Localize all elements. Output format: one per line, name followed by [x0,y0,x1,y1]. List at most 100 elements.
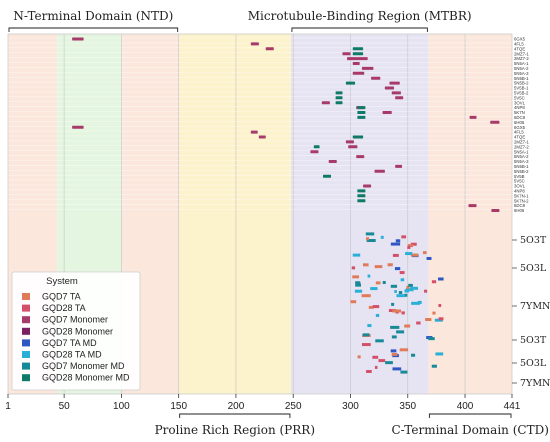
segment-mark [345,140,354,144]
segment-mark [367,274,371,278]
segment-mark [350,300,357,304]
legend-swatch [22,316,30,324]
group-label: 5O3T [520,235,547,246]
segment-mark [335,96,343,100]
segment-mark [352,52,364,56]
segment-mark [345,81,356,85]
segment-mark [394,290,397,294]
segment-mark [435,352,444,356]
x-tick-label: 50 [59,401,71,412]
segment-mark [395,239,401,243]
row-label: 5K7N-1 [514,193,529,198]
segment-mark [426,256,432,260]
segment-mark [405,252,413,256]
segment-mark [374,265,383,269]
row-label: 5N5A-3 [514,71,529,76]
segment-mark [355,283,361,287]
segment-mark [313,145,320,149]
segment-mark [407,245,411,249]
x-tick-label: 250 [285,401,302,412]
segment-mark [321,101,330,105]
segment-mark [357,189,366,193]
segment-mark [389,81,400,85]
segment-mark [356,155,365,159]
segment-mark [390,349,397,353]
grid-lines [8,34,512,394]
segment-mark [395,164,403,168]
segment-mark [468,204,477,208]
row-label: 2MZ7-1 [514,51,529,56]
segment-mark [391,335,397,339]
legend-swatch [22,304,30,312]
segment-mark [391,352,398,356]
segment-mark [432,311,436,315]
segment-mark [342,52,351,56]
x-tick-label: 1 [5,401,11,412]
row-label: 2MZ7-1 [514,140,529,145]
region-band [428,34,512,394]
segment-mark [351,266,356,270]
segment-mark [375,339,384,343]
segment-mark [395,96,404,100]
region-label: Proline Rich Region (PRR) [155,423,315,437]
legend-title: System [46,276,78,287]
segment-mark [438,317,444,321]
segment-mark [392,309,402,313]
segment-mark [357,199,366,203]
segment-mark [352,71,365,75]
segment-mark [390,284,398,288]
x-axis: 1 50 100 150 200 250 300 350 400 441 [5,394,521,412]
segment-mark [469,115,477,119]
legend-swatch [22,327,30,335]
segment-mark [357,106,366,110]
group-label: 5O3T [520,335,547,346]
segment-mark [310,150,319,154]
row-label: 6GX5 [514,37,526,42]
row-label: 5K7N [514,110,525,115]
segment-mark [367,324,372,328]
segment-mark [357,115,366,119]
segment-mark [411,353,416,357]
segment-mark [361,66,374,70]
segment-mark [368,305,374,309]
segment-mark [410,286,419,290]
segment-mark [355,281,361,285]
row-label: 5N5A-1 [514,149,529,154]
segment-mark [72,37,84,41]
x-tick-label: 350 [399,401,416,412]
segment-mark [391,302,395,306]
segment-mark [250,130,258,134]
segment-mark [396,330,405,334]
row-labels: 6GX54FL54TQE2MZ7-12MZ7-25N5A-15N5A-25N5A… [512,37,550,389]
segment-mark [400,278,405,282]
segment-mark [490,120,500,124]
segment-mark [438,304,442,308]
segment-mark [366,369,372,373]
legend-entry: GQD28 Monomer MD [42,373,130,383]
region-bracket [291,27,428,32]
segment-mark [391,91,401,95]
row-label: 4TQE [514,135,525,140]
segment-mark [265,47,274,51]
segment-mark [491,209,500,212]
x-tick-label: 150 [170,401,187,412]
segment-mark [328,160,337,163]
row-label: 6GX5 [514,125,526,130]
row-label: 5K7N-2 [514,198,529,203]
segment-mark [416,321,421,325]
segment-mark [258,135,266,139]
group-label: 5O3L [520,263,547,274]
x-tick-label: 441 [504,401,521,412]
segment-mark [438,277,444,281]
region-bracket [179,413,291,418]
x-tick-label: 400 [457,401,474,412]
row-label: 2MZ7-2 [514,56,529,61]
segment-mark [394,267,401,271]
row-label: 5V5C [514,179,525,184]
region-labels: N-Terminal Domain (NTD) Proline Rich Regi… [8,9,549,437]
segment-mark [352,62,360,65]
segment-mark [382,281,386,285]
legend-entry: GQD7 Monomer [42,315,108,325]
segment-mark [361,343,371,347]
